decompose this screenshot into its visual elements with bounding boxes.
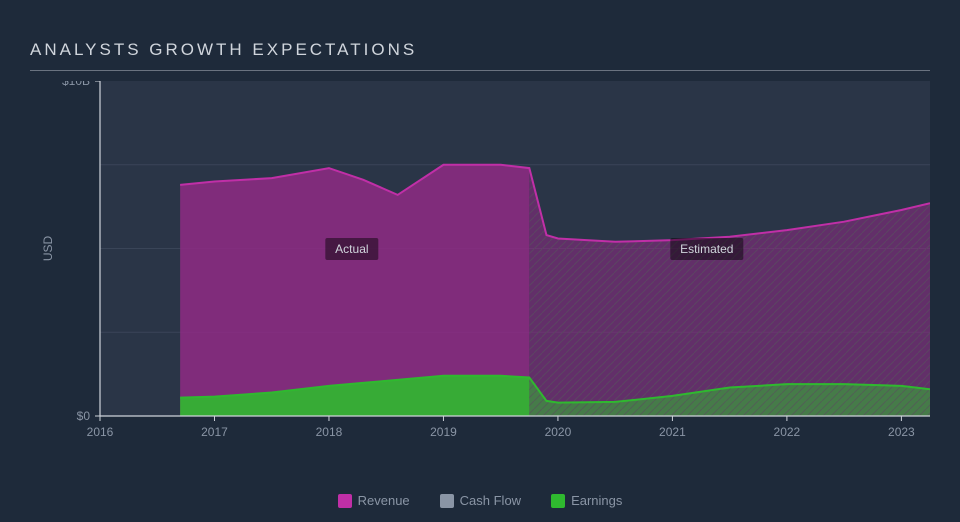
svg-text:2016: 2016 bbox=[87, 425, 114, 439]
svg-text:2023: 2023 bbox=[888, 425, 915, 439]
svg-text:2021: 2021 bbox=[659, 425, 686, 439]
legend-item-earnings: Earnings bbox=[551, 493, 622, 508]
svg-text:2020: 2020 bbox=[545, 425, 572, 439]
legend-swatch-cashflow bbox=[440, 494, 454, 508]
legend-label-revenue: Revenue bbox=[358, 493, 410, 508]
chart-title: ANALYSTS GROWTH EXPECTATIONS bbox=[30, 40, 930, 71]
svg-text:$10B: $10B bbox=[62, 81, 90, 88]
legend-item-cashflow: Cash Flow bbox=[440, 493, 521, 508]
chart-svg: $0 $10B USD 2016 2017 2018 2019 2020 2021 2022 202… bbox=[30, 81, 930, 451]
legend-item-revenue: Revenue bbox=[338, 493, 410, 508]
svg-text:2022: 2022 bbox=[774, 425, 801, 439]
chart-legend: Revenue Cash Flow Earnings bbox=[0, 493, 960, 508]
legend-label-earnings: Earnings bbox=[571, 493, 622, 508]
growth-chart: ANALYSTS GROWTH EXPECTATIONS $0 $10B USD 20… bbox=[30, 40, 930, 451]
svg-text:USD: USD bbox=[41, 236, 55, 262]
legend-label-cashflow: Cash Flow bbox=[460, 493, 521, 508]
plot-area: $0 $10B USD 2016 2017 2018 2019 2020 2021 2022 202… bbox=[30, 81, 930, 451]
svg-text:2018: 2018 bbox=[316, 425, 343, 439]
legend-swatch-earnings bbox=[551, 494, 565, 508]
svg-text:2019: 2019 bbox=[430, 425, 457, 439]
svg-text:2017: 2017 bbox=[201, 425, 228, 439]
svg-text:$0: $0 bbox=[77, 409, 91, 423]
legend-swatch-revenue bbox=[338, 494, 352, 508]
